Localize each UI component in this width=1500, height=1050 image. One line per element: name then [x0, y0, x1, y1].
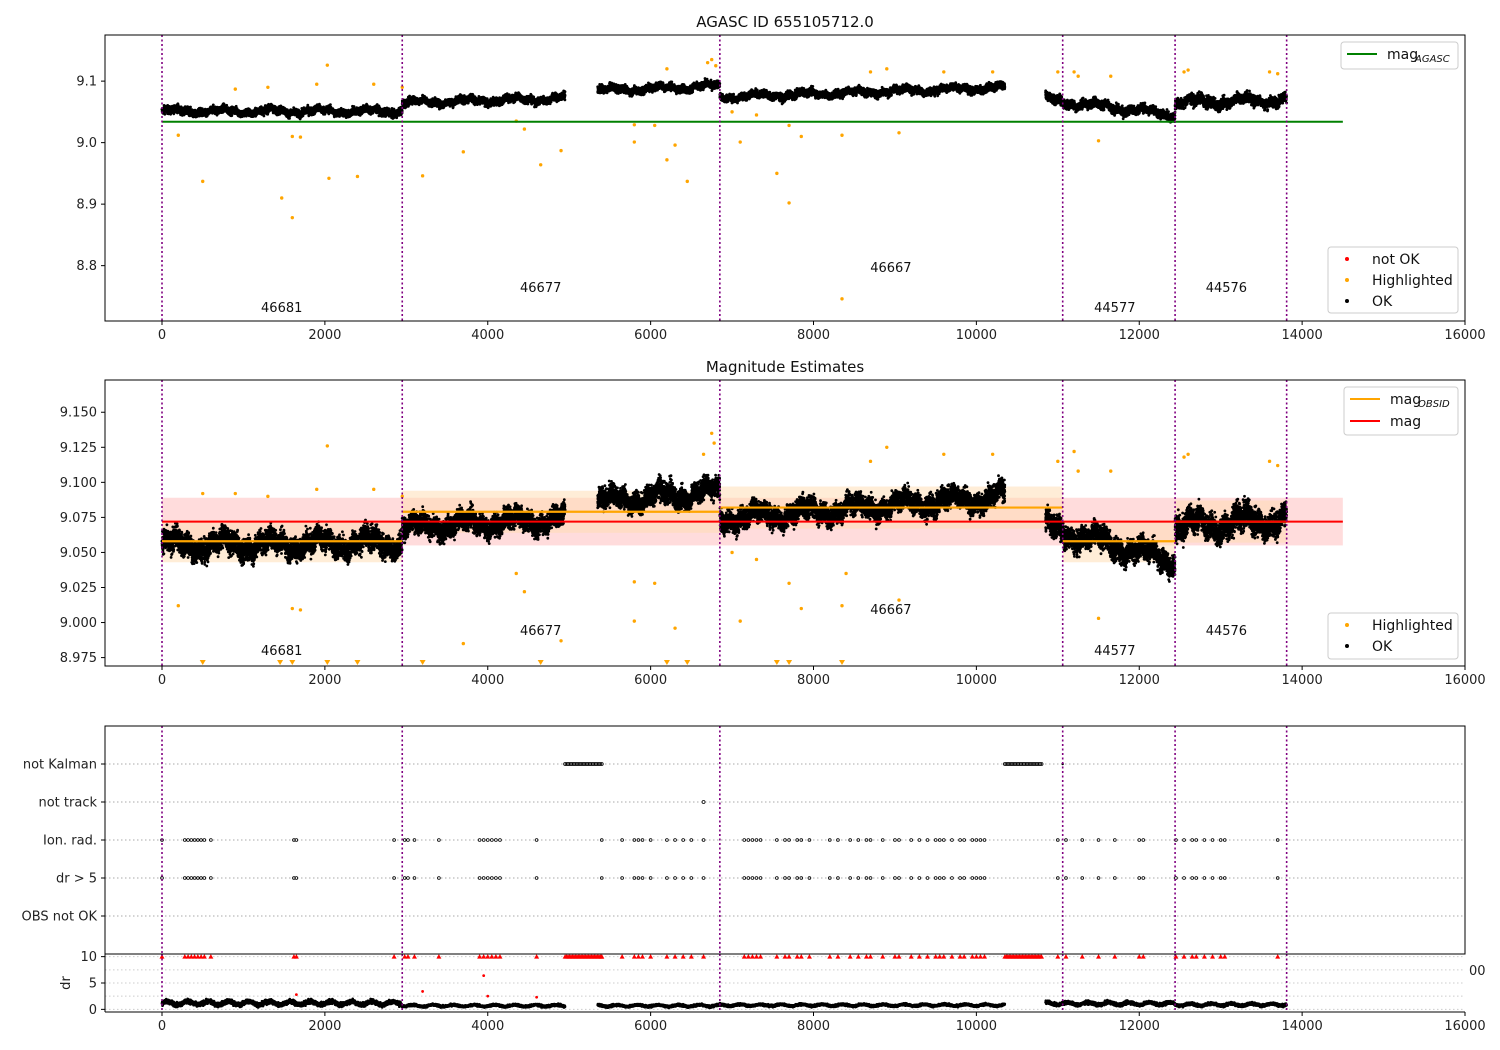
p1-ok-point: [163, 113, 166, 116]
p1-ok-point: [225, 104, 228, 107]
p1-ok-point: [189, 106, 192, 109]
p1-ok-point: [329, 103, 332, 106]
agasc-magnitude-panel: AGASC ID 655105712.0 4668146677466674457…: [76, 13, 1485, 343]
panel1-title: AGASC ID 655105712.0: [696, 13, 874, 31]
p1-ok-point: [288, 117, 291, 120]
p1-ok-point: [263, 115, 266, 118]
